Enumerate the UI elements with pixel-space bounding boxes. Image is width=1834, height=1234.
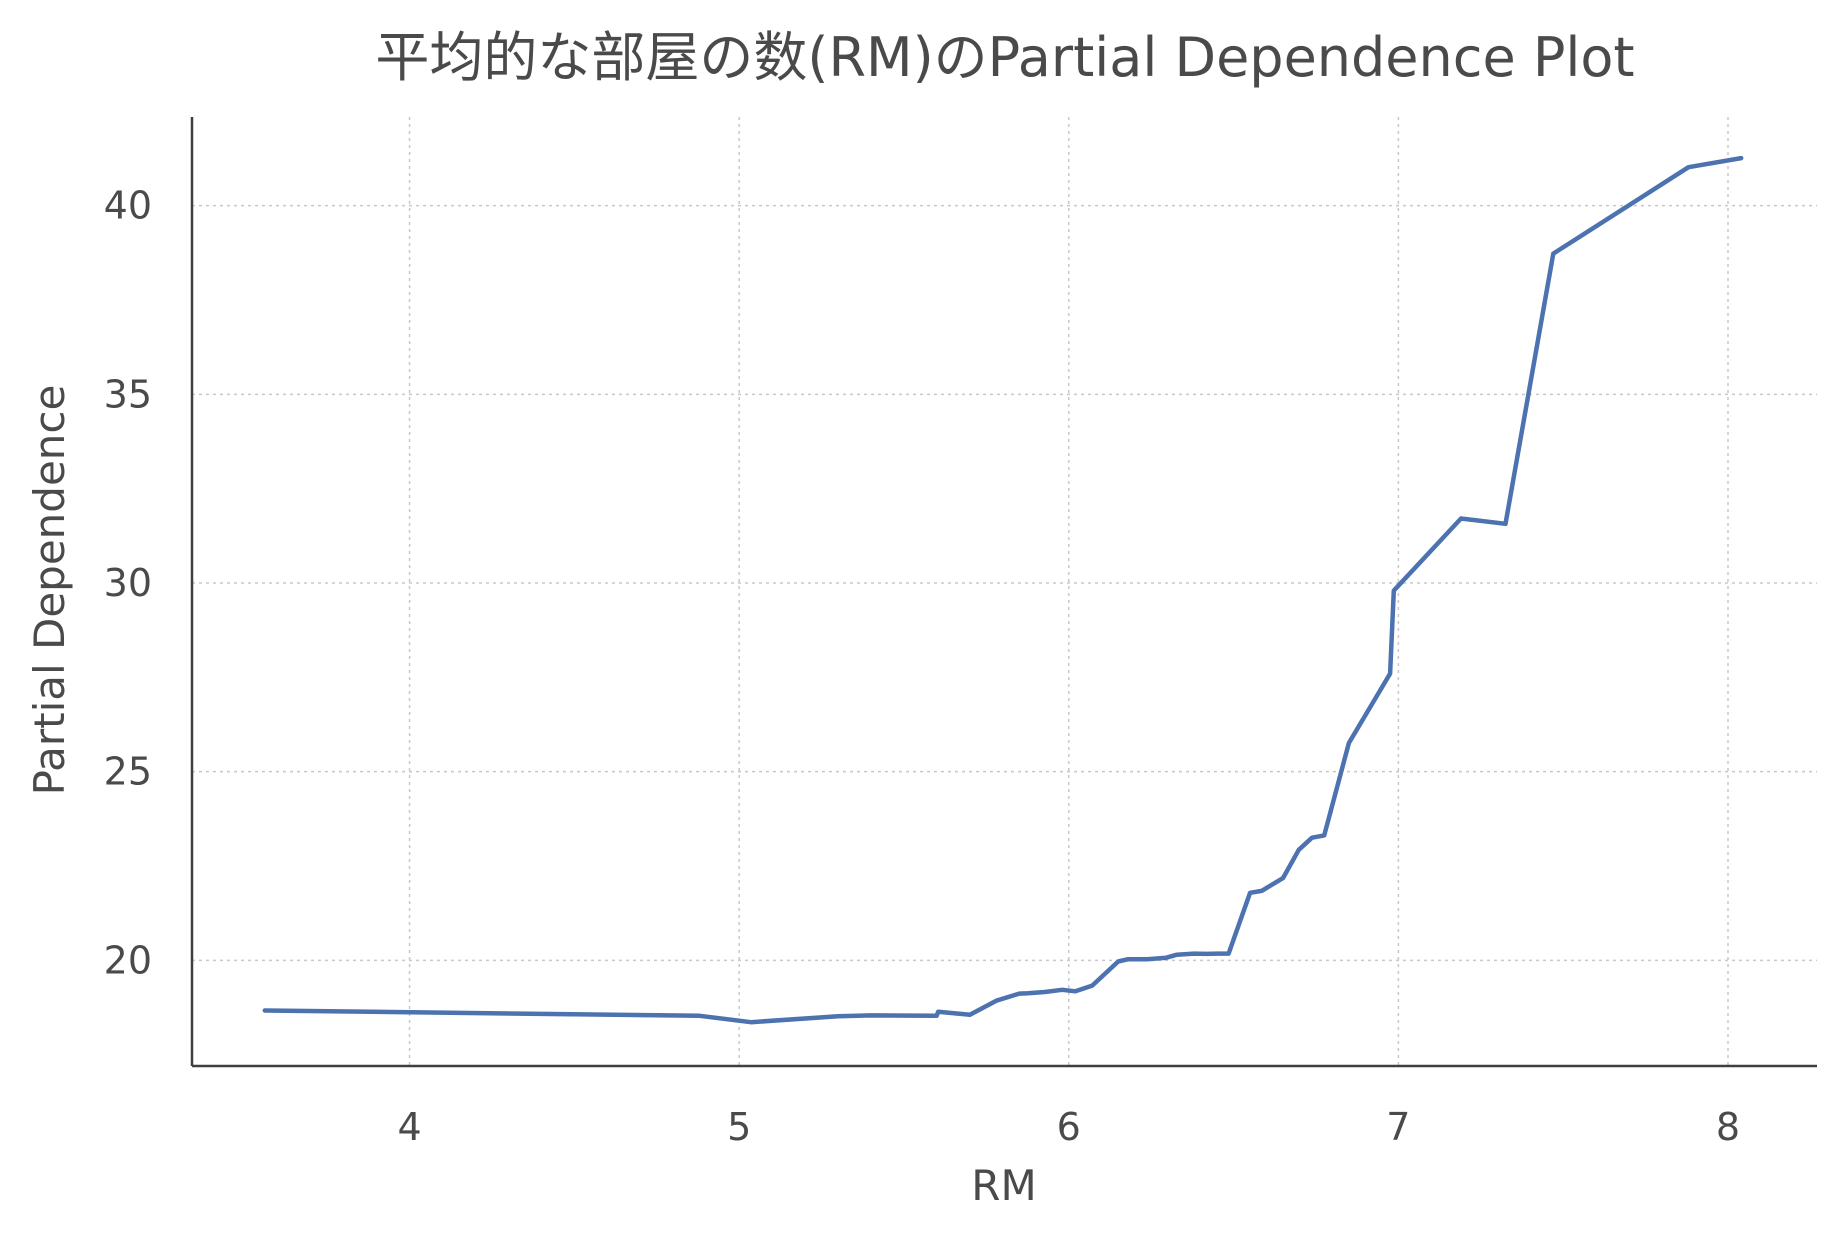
y-axis-label: Partial Dependence: [25, 385, 74, 796]
y-tick-label: 25: [104, 750, 152, 794]
y-tick-label: 35: [104, 372, 152, 416]
x-tick-label: 7: [1386, 1105, 1410, 1149]
gridlines: [192, 117, 1817, 1066]
x-tick-label: 4: [397, 1105, 421, 1149]
series-lines: [262, 155, 1744, 1025]
y-tick-label: 40: [104, 184, 152, 228]
series-line: [262, 155, 1744, 1025]
x-tick-label: 5: [727, 1105, 751, 1149]
x-tick-labels: 4 5 6 7 8: [397, 1105, 1740, 1149]
chart-title: 平均的な部屋の数(RM)のPartial Dependence Plot: [375, 26, 1634, 89]
y-tick-labels: 20 25 30 35 40: [104, 184, 152, 983]
x-axis-label: RM: [971, 1161, 1036, 1210]
y-tick-label: 20: [104, 938, 152, 982]
y-tick-label: 30: [104, 561, 152, 605]
x-tick-label: 6: [1057, 1105, 1081, 1149]
x-tick-label: 8: [1716, 1105, 1740, 1149]
